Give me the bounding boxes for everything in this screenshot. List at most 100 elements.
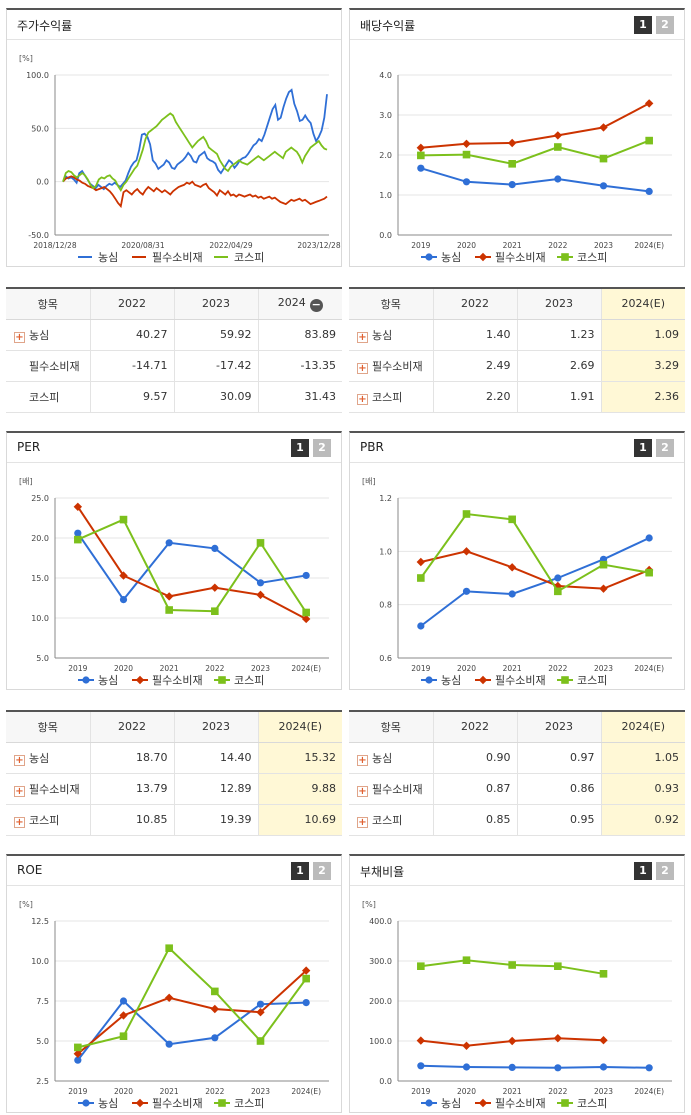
- row-label[interactable]: + 코스피: [349, 381, 434, 413]
- page-1-button[interactable]: 1: [291, 439, 309, 457]
- nongshim-point: [508, 1063, 516, 1071]
- nongshim-point: [645, 534, 653, 542]
- x-tick-label: 2022: [205, 664, 224, 673]
- x-tick-label: 2024(E): [634, 664, 664, 673]
- kospi-point: [74, 1043, 82, 1052]
- expand-icon[interactable]: +: [357, 785, 368, 797]
- table-row: + 농심 18.70 14.40 15.32: [6, 742, 342, 774]
- nongshim-point: [462, 178, 471, 186]
- row-label[interactable]: + 필수소비재: [349, 350, 434, 382]
- x-tick-label: 2020: [114, 1087, 133, 1096]
- expand-icon[interactable]: +: [14, 785, 25, 797]
- cell-value: 1.40: [433, 319, 518, 351]
- series-line-nongshim: [420, 167, 650, 193]
- row-label: 코스피: [6, 381, 91, 413]
- page-1-button[interactable]: 1: [634, 16, 652, 34]
- y-tick-label: 1.2: [379, 494, 392, 503]
- row-label[interactable]: + 농심: [6, 319, 91, 351]
- row-label[interactable]: + 필수소비재: [6, 773, 91, 805]
- cell-value: -13.35: [258, 350, 342, 382]
- cell-value: 83.89: [258, 319, 342, 351]
- unit-label: [%]: [19, 54, 33, 63]
- legend-label-nongshim: 농심: [441, 674, 461, 687]
- series-line-kospi: [62, 112, 328, 192]
- page-2-button[interactable]: 2: [656, 862, 674, 880]
- x-tick-label: 2024(E): [634, 1087, 664, 1096]
- legend-label-kospi: 코스피: [234, 251, 264, 264]
- expand-icon[interactable]: +: [357, 331, 368, 343]
- x-tick-label: 2021: [160, 1087, 179, 1096]
- nongshim-point: [74, 529, 82, 537]
- cell-value: 30.09: [174, 381, 259, 413]
- price-return-panel: 주가수익률 [%] 100.0 50.0 0.0 -50.0 2018/12/28 2020…: [6, 8, 342, 267]
- debt-ratio-panel: 부채비율 1 2 [%] 400.0 300.0 200.0 100.0 0.0 2019 2…: [349, 854, 685, 1113]
- expand-icon[interactable]: +: [14, 816, 25, 828]
- nongshim-point: [508, 590, 516, 598]
- series-line-nongshim: [77, 532, 307, 602]
- legend-kospi-point: [561, 676, 569, 684]
- collapse-icon[interactable]: −: [309, 297, 323, 312]
- legend-label-kospi: 코스피: [234, 674, 264, 687]
- kospi-point: [554, 143, 562, 151]
- page-2-button[interactable]: 2: [313, 862, 331, 880]
- row-label[interactable]: + 코스피: [349, 804, 434, 836]
- expand-icon[interactable]: +: [357, 362, 368, 374]
- legend-label-kospi: 코스피: [577, 251, 607, 264]
- panel-title: PBR: [360, 440, 384, 454]
- x-tick-label: 2022: [548, 664, 567, 673]
- header-year: 2022: [433, 287, 518, 320]
- nongshim-point: [256, 579, 265, 587]
- cell-value: 2.69: [517, 350, 602, 382]
- row-label[interactable]: + 코스피: [6, 804, 91, 836]
- legend-staples-point: [478, 1098, 488, 1108]
- x-tick-label: 2023: [594, 664, 613, 673]
- kospi-point: [508, 961, 516, 969]
- expand-icon[interactable]: +: [14, 331, 25, 343]
- nongshim-point: [165, 539, 173, 547]
- kospi-point: [599, 970, 608, 978]
- kospi-point: [74, 535, 82, 544]
- staples-point: [164, 592, 174, 601]
- legend-label-staples: 필수소비재: [495, 1097, 546, 1110]
- row-label[interactable]: + 농심: [349, 319, 434, 351]
- cell-value: 0.90: [433, 742, 518, 774]
- row-label[interactable]: + 필수소비재: [349, 773, 434, 805]
- series-line-staples: [77, 506, 307, 620]
- y-tick-label: 50.0: [31, 124, 49, 133]
- nongshim-point: [119, 596, 128, 604]
- cell-value: 0.85: [433, 804, 518, 836]
- row-label[interactable]: + 농심: [6, 742, 91, 774]
- expand-icon[interactable]: +: [357, 754, 368, 766]
- pbr-panel: PBR 1 2 [배] 1.2 1.0 0.8 0.6 2019 2020 2021 2022 2…: [349, 431, 685, 690]
- unit-label: [%]: [362, 900, 376, 909]
- x-tick-label: 2020: [457, 664, 476, 673]
- y-tick-label: -50.0: [28, 231, 49, 240]
- expand-icon[interactable]: +: [357, 393, 368, 405]
- x-tick-label: 2023/12/28: [297, 241, 340, 250]
- nongshim-point: [256, 1000, 265, 1008]
- page-2-button[interactable]: 2: [313, 439, 331, 457]
- page-1-button[interactable]: 1: [634, 862, 652, 880]
- header-year: 2024−: [258, 287, 342, 320]
- kospi-point: [119, 515, 128, 524]
- nongshim-point: [599, 1063, 608, 1071]
- expand-icon[interactable]: +: [14, 754, 25, 766]
- row-label[interactable]: + 농심: [349, 742, 434, 774]
- y-tick-label: 0.0: [379, 231, 392, 240]
- kospi-point: [599, 560, 608, 569]
- table-row: + 필수소비재 2.49 2.69 3.29: [349, 350, 685, 382]
- panel-title: 부채비율: [360, 865, 405, 879]
- nongshim-point: [554, 574, 562, 582]
- nongshim-point: [302, 999, 310, 1007]
- page-1-button[interactable]: 1: [291, 862, 309, 880]
- expand-icon[interactable]: +: [357, 816, 368, 828]
- staples-point: [599, 123, 608, 132]
- cell-value: 0.86: [517, 773, 602, 805]
- header-year: 2023: [517, 287, 602, 320]
- page-1-button[interactable]: 1: [634, 439, 652, 457]
- page-2-button[interactable]: 2: [656, 16, 674, 34]
- page-2-button[interactable]: 2: [656, 439, 674, 457]
- legend-staples-point: [478, 252, 488, 262]
- debt-ratio-chart: [%] 400.0 300.0 200.0 100.0 0.0 2019 2020 2021 20…: [362, 900, 672, 1110]
- legend-kospi-point: [218, 1099, 226, 1107]
